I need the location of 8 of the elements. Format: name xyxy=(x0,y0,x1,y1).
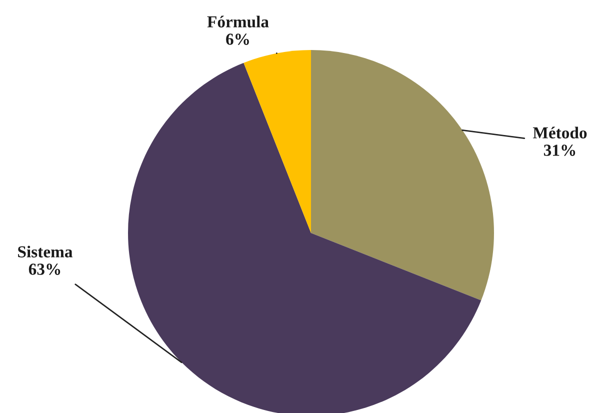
pie-slice xyxy=(311,50,494,300)
slice-label: Fórmula xyxy=(207,16,269,28)
slice-label: Sistema xyxy=(18,246,73,258)
data-label: 63% xyxy=(28,264,60,275)
slice-label: Método xyxy=(532,126,587,138)
pie-slice xyxy=(244,50,311,233)
data-label: 31% xyxy=(544,144,576,156)
data-label: 6% xyxy=(226,34,249,45)
